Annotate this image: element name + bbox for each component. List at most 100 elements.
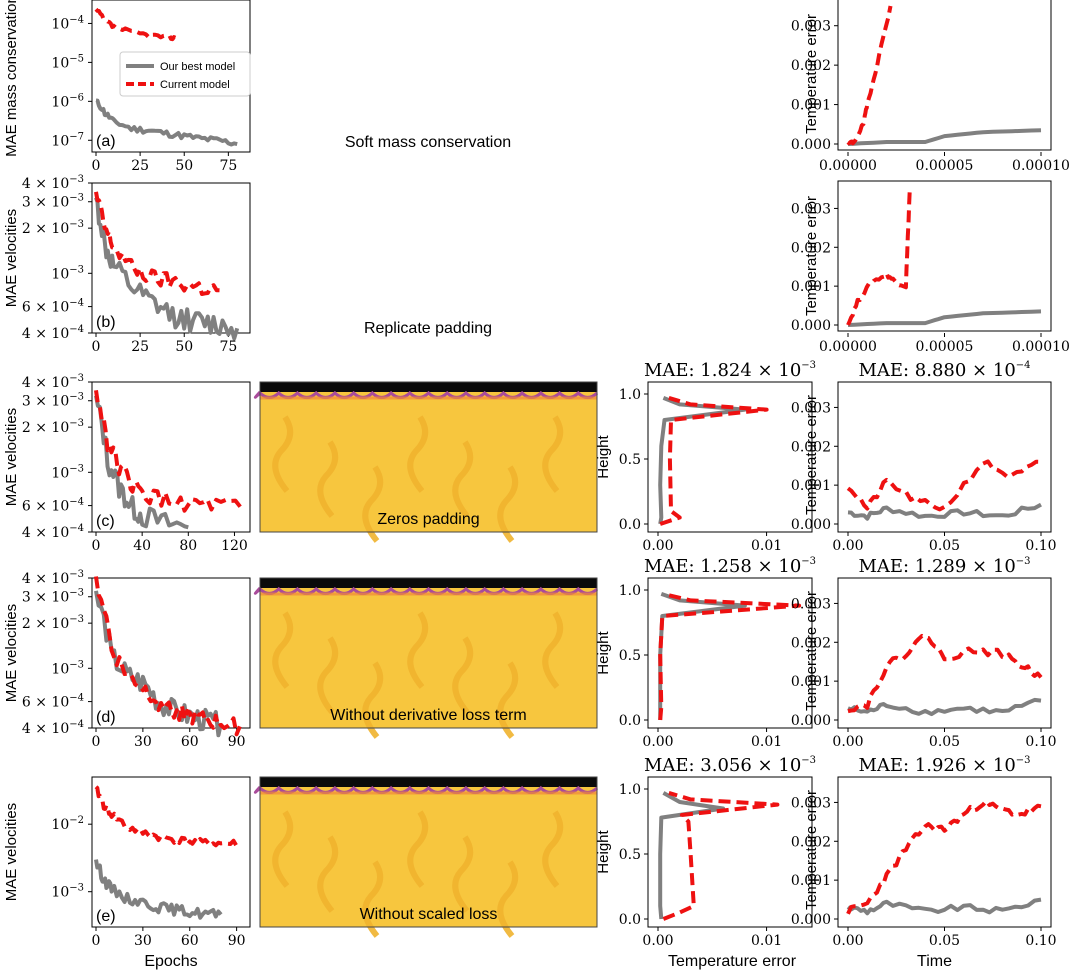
rc-field-bg (260, 382, 597, 532)
rb-ytick-label-base: 4 × 10 (22, 176, 69, 192)
rb-ytick-label-base: 3 × 10 (22, 195, 69, 211)
rb-xtick-label: 25 (131, 339, 149, 355)
ra-ytick-label-exp: −4 (69, 14, 84, 25)
rc-ytick-label-base: 2 × 10 (22, 420, 69, 436)
ra-txtick-label: 0.00000 (819, 158, 877, 174)
rd-field-frame (259, 577, 598, 729)
rd-ytick-label: 3 × 10−3 (22, 588, 84, 606)
rd-profile-mae-prefix: MAE: 1.258 × 10 (644, 556, 801, 577)
ra-xtick-label: 0 (92, 158, 101, 174)
rc-ytick-label-exp: −4 (69, 497, 84, 508)
rb-ytick-label: 3 × 10−3 (22, 193, 84, 211)
re-txtick-label: 0.00 (832, 933, 863, 949)
rd-ytick-label: 10−3 (51, 659, 84, 677)
ra-ytick-label-base: 10 (51, 55, 69, 71)
re-ytick-label: 10−3 (51, 883, 84, 901)
rb-tytick-label: 0.003 (791, 201, 831, 217)
rc-field-plume (317, 440, 339, 518)
re-ytick-label-exp: −3 (69, 883, 84, 894)
re-xtick-label: 60 (181, 933, 199, 949)
re-profile-mae: MAE: 3.056 × 10−3 (644, 755, 816, 776)
rc-profile-mae-prefix: MAE: 1.824 × 10 (644, 360, 801, 381)
re-xtick-label: 90 (228, 933, 246, 949)
rc-ytick-label: 10−3 (51, 463, 84, 481)
ra-ytick-label: 10−6 (51, 92, 84, 110)
rc-loss-current-line (94, 390, 242, 513)
re-time-best-line (846, 897, 1042, 916)
rc-field-top (260, 382, 597, 392)
rd-loss-frame (91, 577, 251, 729)
rd-profile-best-line (658, 592, 747, 720)
rd-field-plume (497, 661, 519, 739)
rb-ytick-label-base: 2 × 10 (22, 221, 69, 237)
rd-ytick-label: 2 × 10−3 (22, 614, 84, 632)
rc-field-plume (542, 415, 564, 493)
rb-time-best-line (847, 309, 1042, 327)
re-txtick-label: 0.10 (1025, 933, 1056, 949)
re-loss-frame (91, 776, 251, 928)
re-field-top (260, 777, 597, 787)
rd-field-plume (272, 611, 294, 689)
rb-ytick-label-exp: −4 (69, 324, 84, 335)
ra-time-ylabel: Temperature error (803, 14, 820, 134)
rd-time-best-line (847, 697, 1042, 717)
rd-profile-mae-exp: −3 (801, 556, 816, 567)
rd-ytick-label-base: 2 × 10 (22, 616, 69, 632)
rb-title: Replicate padding (364, 320, 492, 337)
rc-profile-mae: MAE: 1.824 × 10−3 (644, 360, 816, 381)
rb-ytick-label-exp: −3 (69, 193, 84, 204)
ra-time-current-line (846, 5, 893, 146)
rd-time-ylabel: Temperature error (803, 591, 820, 711)
rd-field-plume (362, 661, 384, 739)
re-field-plume (272, 810, 294, 888)
rd-ytick-label: 4 × 10−4 (22, 719, 84, 737)
re-pytick-label: 1.0 (619, 782, 641, 798)
re-field-title: Without scaled loss (360, 906, 498, 923)
rc-field-frame (259, 381, 598, 533)
ra-xtick-label: 25 (131, 158, 149, 174)
rc-field-plume (362, 465, 384, 543)
rd-xtick-label: 60 (181, 734, 199, 750)
ra-ytick-label-exp: −7 (69, 131, 84, 142)
rc-time-best-line (847, 502, 1042, 521)
re-loss-best-line (94, 859, 223, 920)
rc-ytick-label-base: 3 × 10 (22, 394, 69, 410)
rc-field-plume (407, 415, 429, 493)
rc-loss-ylabel: MAE velocities (3, 408, 20, 506)
rd-field-plume (317, 636, 339, 714)
rc-xtick-label: 40 (133, 538, 151, 554)
rc-pxtick-label: 0.00 (642, 538, 673, 554)
ra-xtick-label: 75 (219, 158, 237, 174)
rc-ytick-label-exp: −3 (69, 392, 84, 403)
ra-loss-ylabel: MAE mass conservation (3, 0, 20, 157)
re-profile-mae-exp: −3 (801, 755, 816, 766)
rb-time-current-line (846, 188, 912, 326)
re-ytick-label-base: 10 (51, 817, 69, 833)
rc-time-mae-prefix: MAE: 8.880 × 10 (858, 360, 1015, 381)
rd-panel-label: (d) (96, 709, 116, 726)
rb-ytick-label-exp: −3 (69, 219, 84, 230)
re-field-frame (259, 776, 598, 928)
re-xtick-label: 30 (134, 933, 152, 949)
rc-pxtick-label: 0.01 (751, 538, 782, 554)
ra-ytick-label-exp: −5 (69, 53, 84, 64)
rd-ytick-label-base: 4 × 10 (22, 721, 69, 737)
ra-tytick-label: 0.000 (791, 137, 831, 153)
rd-profile-ylabel: Height (595, 630, 612, 674)
re-time-mae: MAE: 1.926 × 10−3 (858, 755, 1030, 776)
re-tytick-label: 0.003 (791, 795, 831, 811)
rd-ytick-label-base: 3 × 10 (22, 590, 69, 606)
ra-ytick-label: 10−5 (51, 53, 84, 71)
rd-time-mae-prefix: MAE: 1.289 × 10 (858, 556, 1015, 577)
rd-ytick-label: 6 × 10−4 (22, 693, 84, 711)
rd-ytick-label-exp: −3 (69, 614, 84, 625)
re-time-mae-prefix: MAE: 1.926 × 10 (858, 755, 1015, 776)
rd-ytick-label-exp: −3 (69, 588, 84, 599)
rc-loss-frame (91, 381, 251, 533)
ra-ytick-label-base: 10 (51, 16, 69, 32)
ra-ytick-label-base: 10 (51, 94, 69, 110)
re-time-ylabel: Temperature error (803, 790, 820, 910)
rd-time-current-line (847, 633, 1043, 714)
rc-time-mae: MAE: 8.880 × 10−4 (858, 360, 1030, 381)
